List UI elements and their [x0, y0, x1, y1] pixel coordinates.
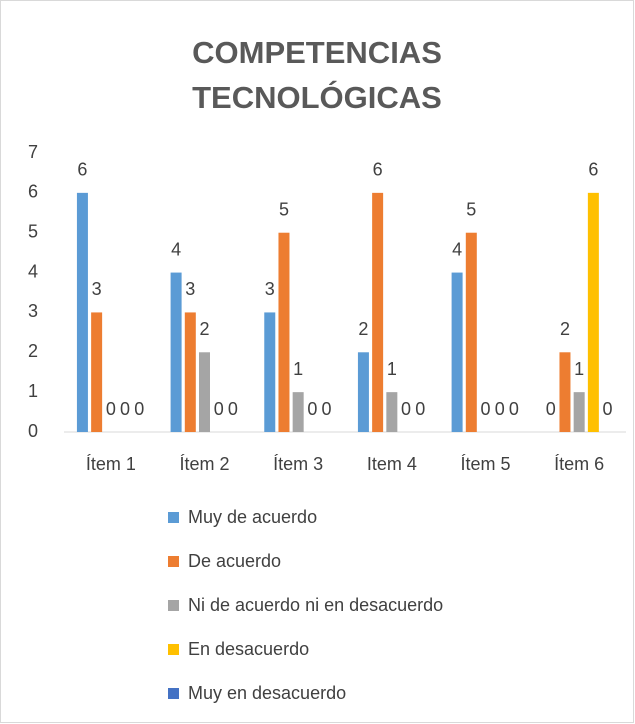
bar [573, 392, 585, 432]
bar [292, 392, 304, 432]
data-label: 0 [480, 399, 490, 419]
data-label: 1 [574, 359, 584, 379]
legend-label: Muy en desacuerdo [188, 683, 346, 703]
y-tick-label: 1 [28, 381, 38, 401]
data-label: 3 [185, 279, 195, 299]
y-tick-label: 5 [28, 221, 38, 241]
legend-swatch [168, 512, 179, 523]
data-label: 4 [452, 239, 462, 259]
data-label: 0 [495, 399, 505, 419]
data-label: 0 [415, 399, 425, 419]
legend-swatch [168, 556, 179, 567]
legend-swatch [168, 644, 179, 655]
data-label: 0 [307, 399, 317, 419]
x-tick-label: Item 4 [367, 454, 417, 474]
data-label: 2 [358, 319, 368, 339]
data-label: 0 [106, 399, 116, 419]
x-tick-label: Ítem 5 [460, 454, 510, 474]
bar [386, 392, 398, 432]
bar [91, 312, 103, 432]
data-label: 5 [279, 199, 289, 219]
bar [587, 192, 599, 432]
data-label: 0 [228, 399, 238, 419]
legend-swatch [168, 688, 179, 699]
data-label: 0 [509, 399, 519, 419]
data-label: 0 [134, 399, 144, 419]
data-label: 6 [588, 160, 598, 180]
y-tick-label: 2 [28, 341, 38, 361]
bar [372, 192, 384, 432]
x-tick-label: Ítem 6 [554, 454, 604, 474]
bar [184, 312, 196, 432]
legend-label: En desacuerdo [188, 639, 309, 659]
data-label: 3 [92, 279, 102, 299]
bar [199, 352, 210, 432]
bar [357, 352, 369, 432]
data-label: 1 [293, 359, 303, 379]
y-tick-label: 3 [28, 301, 38, 321]
y-tick-label: 6 [28, 182, 38, 202]
chart-title: COMPETENCIAS TECNOLÓGICAS [192, 35, 442, 115]
data-label: 2 [199, 319, 209, 339]
bar [451, 272, 463, 432]
bar [559, 352, 571, 432]
data-label: 1 [387, 359, 397, 379]
y-tick-label: 0 [28, 421, 38, 441]
data-label: 2 [560, 319, 570, 339]
legend-label: Muy de acuerdo [188, 507, 317, 527]
bar [465, 232, 477, 432]
data-label: 5 [466, 199, 476, 219]
legend-label: Ni de acuerdo ni en desacuerdo [188, 595, 443, 615]
x-tick-label: Ítem 2 [179, 454, 229, 474]
data-label: 0 [120, 399, 130, 419]
x-tick-label: Ítem 3 [273, 454, 323, 474]
legend-swatch [168, 600, 179, 611]
data-label: 3 [265, 279, 275, 299]
y-tick-label: 4 [28, 261, 38, 281]
y-tick-label: 7 [28, 142, 38, 162]
bar [76, 192, 88, 432]
x-tick-label: Ítem 1 [86, 454, 136, 474]
data-label: 0 [546, 399, 556, 419]
bar [264, 312, 276, 432]
data-label: 6 [373, 160, 383, 180]
bar [170, 272, 182, 432]
data-label: 0 [214, 399, 224, 419]
data-label: 6 [77, 160, 87, 180]
data-label: 0 [401, 399, 411, 419]
data-label: 4 [171, 239, 181, 259]
data-label: 0 [603, 399, 613, 419]
legend-label: De acuerdo [188, 551, 281, 571]
data-label: 0 [322, 399, 332, 419]
bar [278, 232, 290, 432]
